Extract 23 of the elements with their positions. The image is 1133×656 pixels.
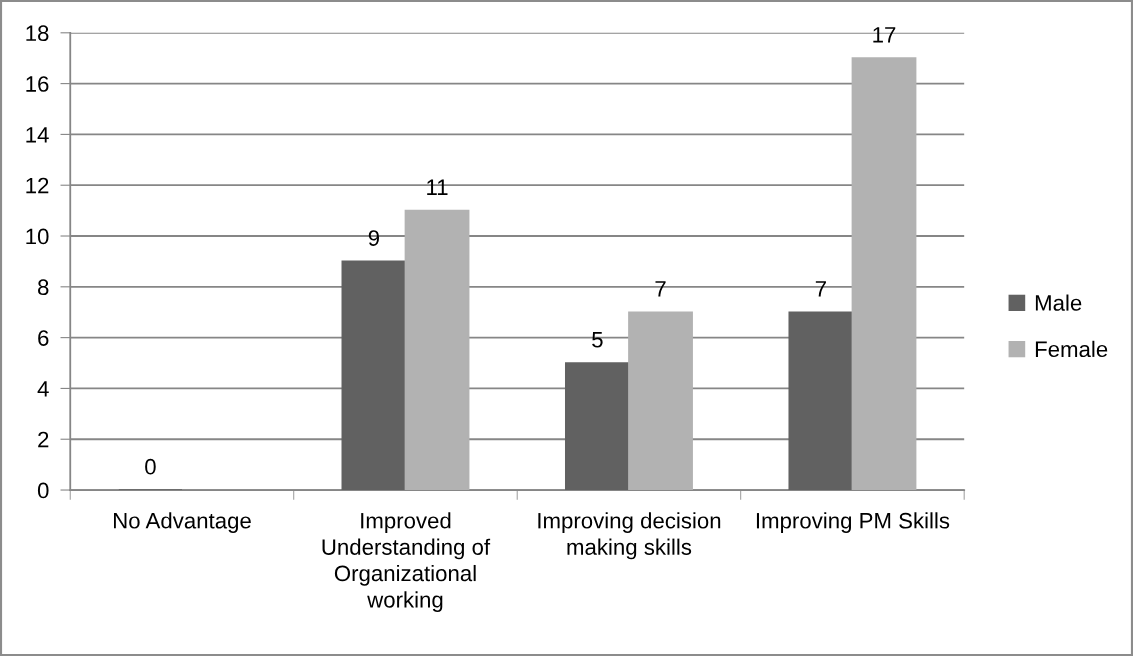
y-tick-label: 16 [26, 76, 49, 92]
y-tick-label: 10 [26, 228, 49, 245]
legend-label: Female [1035, 340, 1108, 358]
data-label: 7 [655, 281, 666, 297]
x-tick-label: Improved Understanding of Organizational working [322, 512, 491, 613]
data-label: 5 [592, 332, 603, 348]
y-tick-label: 6 [38, 330, 49, 346]
data-label: 11 [427, 179, 448, 195]
y-tick-label: 12 [26, 177, 49, 194]
data-label: 0 [145, 458, 156, 475]
y-tick-label: 8 [38, 279, 49, 296]
y-tick-label: 4 [37, 381, 49, 397]
x-tick-label: Improving decision making skills [538, 512, 721, 560]
data-label: 9 [368, 230, 380, 246]
x-tick-label: Improving PM Skills [756, 512, 950, 533]
data-label: 17 [873, 27, 896, 43]
y-tick-label: 18 [26, 25, 49, 42]
y-tick-label: 14 [26, 127, 49, 143]
y-tick-label: 0 [37, 482, 49, 499]
x-tick-label: No Advantage [114, 512, 251, 533]
y-tick-label: 2 [38, 431, 49, 448]
data-label: 7 [815, 281, 826, 297]
legend-label: Male [1035, 294, 1082, 311]
